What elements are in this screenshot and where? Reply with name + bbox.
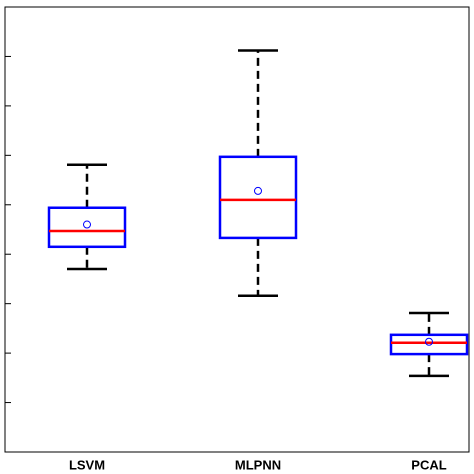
mean-marker xyxy=(254,186,262,195)
x-tick-label: PCAL xyxy=(411,457,446,472)
plot-frame xyxy=(4,6,470,453)
mean-marker xyxy=(425,337,433,346)
box xyxy=(218,155,298,240)
x-tick-label: LSVM xyxy=(69,457,105,472)
box xyxy=(389,333,469,356)
mean-marker xyxy=(83,220,91,229)
x-tick-label: MLPNN xyxy=(235,457,281,472)
box xyxy=(47,206,127,249)
